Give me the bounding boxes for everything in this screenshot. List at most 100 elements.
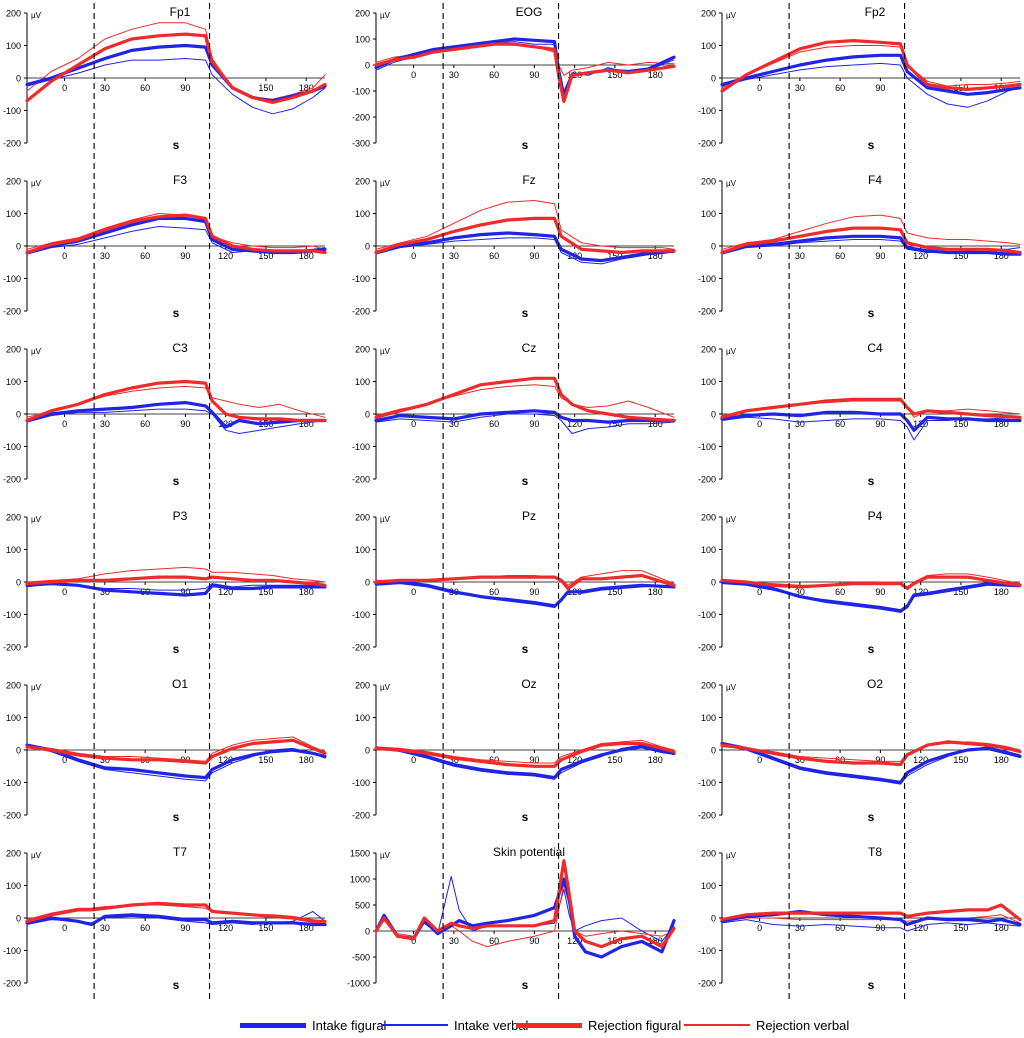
y-tick-label: 200 bbox=[701, 681, 716, 691]
series-line-intake-verbal bbox=[375, 413, 675, 434]
y-tick-label: 100 bbox=[355, 377, 370, 387]
x-tick-label: 60 bbox=[489, 70, 499, 80]
legend-item-rejection-verbal: Rejection verbal bbox=[684, 1016, 849, 1034]
x-tick-label: 90 bbox=[529, 70, 539, 80]
x-tick-label: 60 bbox=[835, 587, 845, 597]
y-tick-label: -200 bbox=[3, 811, 21, 821]
x-tick-label: 0 bbox=[62, 755, 67, 765]
x-tick-label: 90 bbox=[875, 755, 885, 765]
x-tick-label: 60 bbox=[835, 923, 845, 933]
y-tick-label: 100 bbox=[6, 881, 21, 891]
x-tick-label: 90 bbox=[529, 587, 539, 597]
panel-title: Skin potential bbox=[493, 845, 565, 859]
y-tick-label: -200 bbox=[698, 979, 716, 989]
y-tick-label: 0 bbox=[365, 927, 370, 937]
x-tick-label: 180 bbox=[994, 755, 1009, 765]
legend-label: Intake figural bbox=[312, 1017, 387, 1033]
x-tick-label: 180 bbox=[994, 587, 1009, 597]
y-unit-label: µV bbox=[31, 11, 42, 20]
panel-f4: -200 -100 0 100 200 µV 0 30 60 90 120 150 180 s F4 bbox=[698, 173, 1022, 320]
y-tick-label: -100 bbox=[698, 946, 716, 956]
series-line-intake-verbal bbox=[721, 62, 1021, 108]
x-tick-label: 90 bbox=[875, 83, 885, 93]
y-tick-label: -100 bbox=[3, 778, 21, 788]
y-unit-label: µV bbox=[31, 683, 42, 692]
y-tick-label: -100 bbox=[352, 87, 370, 97]
x-tick-label: 30 bbox=[449, 419, 459, 429]
x-tick-label: 0 bbox=[62, 923, 67, 933]
y-tick-label: -200 bbox=[698, 139, 716, 149]
panel-oz: -200 -100 0 100 200 µV 0 30 60 90 120 150 180 s Oz bbox=[352, 677, 676, 824]
y-unit-label: µV bbox=[380, 11, 391, 20]
y-tick-label: 100 bbox=[355, 713, 370, 723]
y-tick-label: -200 bbox=[3, 139, 21, 149]
series-line-rejection-figural bbox=[374, 859, 676, 949]
x-tick-label: 90 bbox=[180, 419, 190, 429]
y-tick-label: 0 bbox=[711, 914, 716, 924]
series-line-intake-verbal bbox=[26, 408, 326, 434]
series-line-intake-verbal bbox=[26, 58, 326, 115]
series-line-rejection-figural bbox=[25, 738, 327, 765]
y-tick-label: 100 bbox=[355, 209, 370, 219]
y-tick-label: -1000 bbox=[347, 979, 370, 989]
panel-title: T8 bbox=[868, 845, 882, 859]
chart-legend: Intake figural Intake verbal Rejection f… bbox=[0, 1010, 1024, 1038]
y-tick-label: -100 bbox=[698, 442, 716, 452]
y-tick-label: 200 bbox=[6, 513, 21, 523]
legend-swatch-intake-figural bbox=[240, 1022, 306, 1028]
y-unit-label: µV bbox=[380, 683, 391, 692]
y-tick-label: 100 bbox=[701, 713, 716, 723]
x-tick-label: 90 bbox=[875, 419, 885, 429]
y-unit-label: µV bbox=[380, 179, 391, 188]
panel-title: Fp2 bbox=[865, 5, 886, 19]
x-tick-label: 150 bbox=[607, 587, 622, 597]
y-tick-label: 100 bbox=[701, 41, 716, 51]
series-line-intake-figural bbox=[374, 580, 676, 609]
series-line-intake-figural bbox=[25, 43, 327, 103]
x-tick-label: 180 bbox=[648, 70, 663, 80]
series-line-intake-figural bbox=[374, 231, 676, 263]
x-axis-label: s bbox=[173, 474, 180, 488]
y-tick-label: 0 bbox=[365, 410, 370, 420]
y-tick-label: 100 bbox=[6, 713, 21, 723]
y-tick-label: 0 bbox=[16, 74, 21, 84]
x-tick-label: 180 bbox=[648, 419, 663, 429]
y-tick-label: 200 bbox=[355, 177, 370, 187]
y-unit-label: µV bbox=[726, 11, 737, 20]
y-tick-label: -100 bbox=[3, 442, 21, 452]
x-tick-label: 60 bbox=[140, 923, 150, 933]
x-tick-label: 120 bbox=[218, 755, 233, 765]
y-tick-label: 200 bbox=[6, 345, 21, 355]
y-tick-label: -200 bbox=[352, 643, 370, 653]
y-unit-label: µV bbox=[726, 179, 737, 188]
y-tick-label: -100 bbox=[352, 610, 370, 620]
x-axis-label: s bbox=[868, 306, 875, 320]
series-line-rejection-figural bbox=[25, 213, 327, 255]
y-tick-label: -100 bbox=[698, 106, 716, 116]
x-tick-label: 30 bbox=[795, 251, 805, 261]
x-tick-label: 30 bbox=[100, 755, 110, 765]
y-tick-label: -200 bbox=[698, 811, 716, 821]
legend-item-rejection-figural: Rejection figural bbox=[516, 1016, 681, 1034]
y-unit-label: µV bbox=[726, 515, 737, 524]
series-line-rejection-verbal bbox=[375, 200, 675, 250]
y-tick-label: 100 bbox=[701, 209, 716, 219]
y-tick-label: 200 bbox=[701, 513, 716, 523]
y-tick-label: -200 bbox=[698, 307, 716, 317]
x-tick-label: 180 bbox=[299, 755, 314, 765]
panel-cz: -200 -100 0 100 200 µV 0 30 60 90 120 150 180 s Cz bbox=[352, 341, 676, 488]
x-tick-label: 180 bbox=[299, 923, 314, 933]
x-tick-label: 120 bbox=[913, 251, 928, 261]
x-tick-label: 30 bbox=[100, 83, 110, 93]
x-tick-label: 180 bbox=[299, 587, 314, 597]
y-tick-label: 100 bbox=[6, 377, 21, 387]
x-tick-label: 180 bbox=[994, 419, 1009, 429]
x-tick-label: 0 bbox=[411, 419, 416, 429]
series-line-intake-figural bbox=[25, 913, 327, 927]
panel-o2: -200 -100 0 100 200 µV 0 30 60 90 120 150 180 s O2 bbox=[698, 677, 1022, 824]
y-tick-label: -100 bbox=[698, 610, 716, 620]
legend-label: Rejection verbal bbox=[756, 1017, 850, 1033]
y-tick-label: 0 bbox=[365, 746, 370, 756]
legend-label: Rejection figural bbox=[588, 1017, 682, 1033]
